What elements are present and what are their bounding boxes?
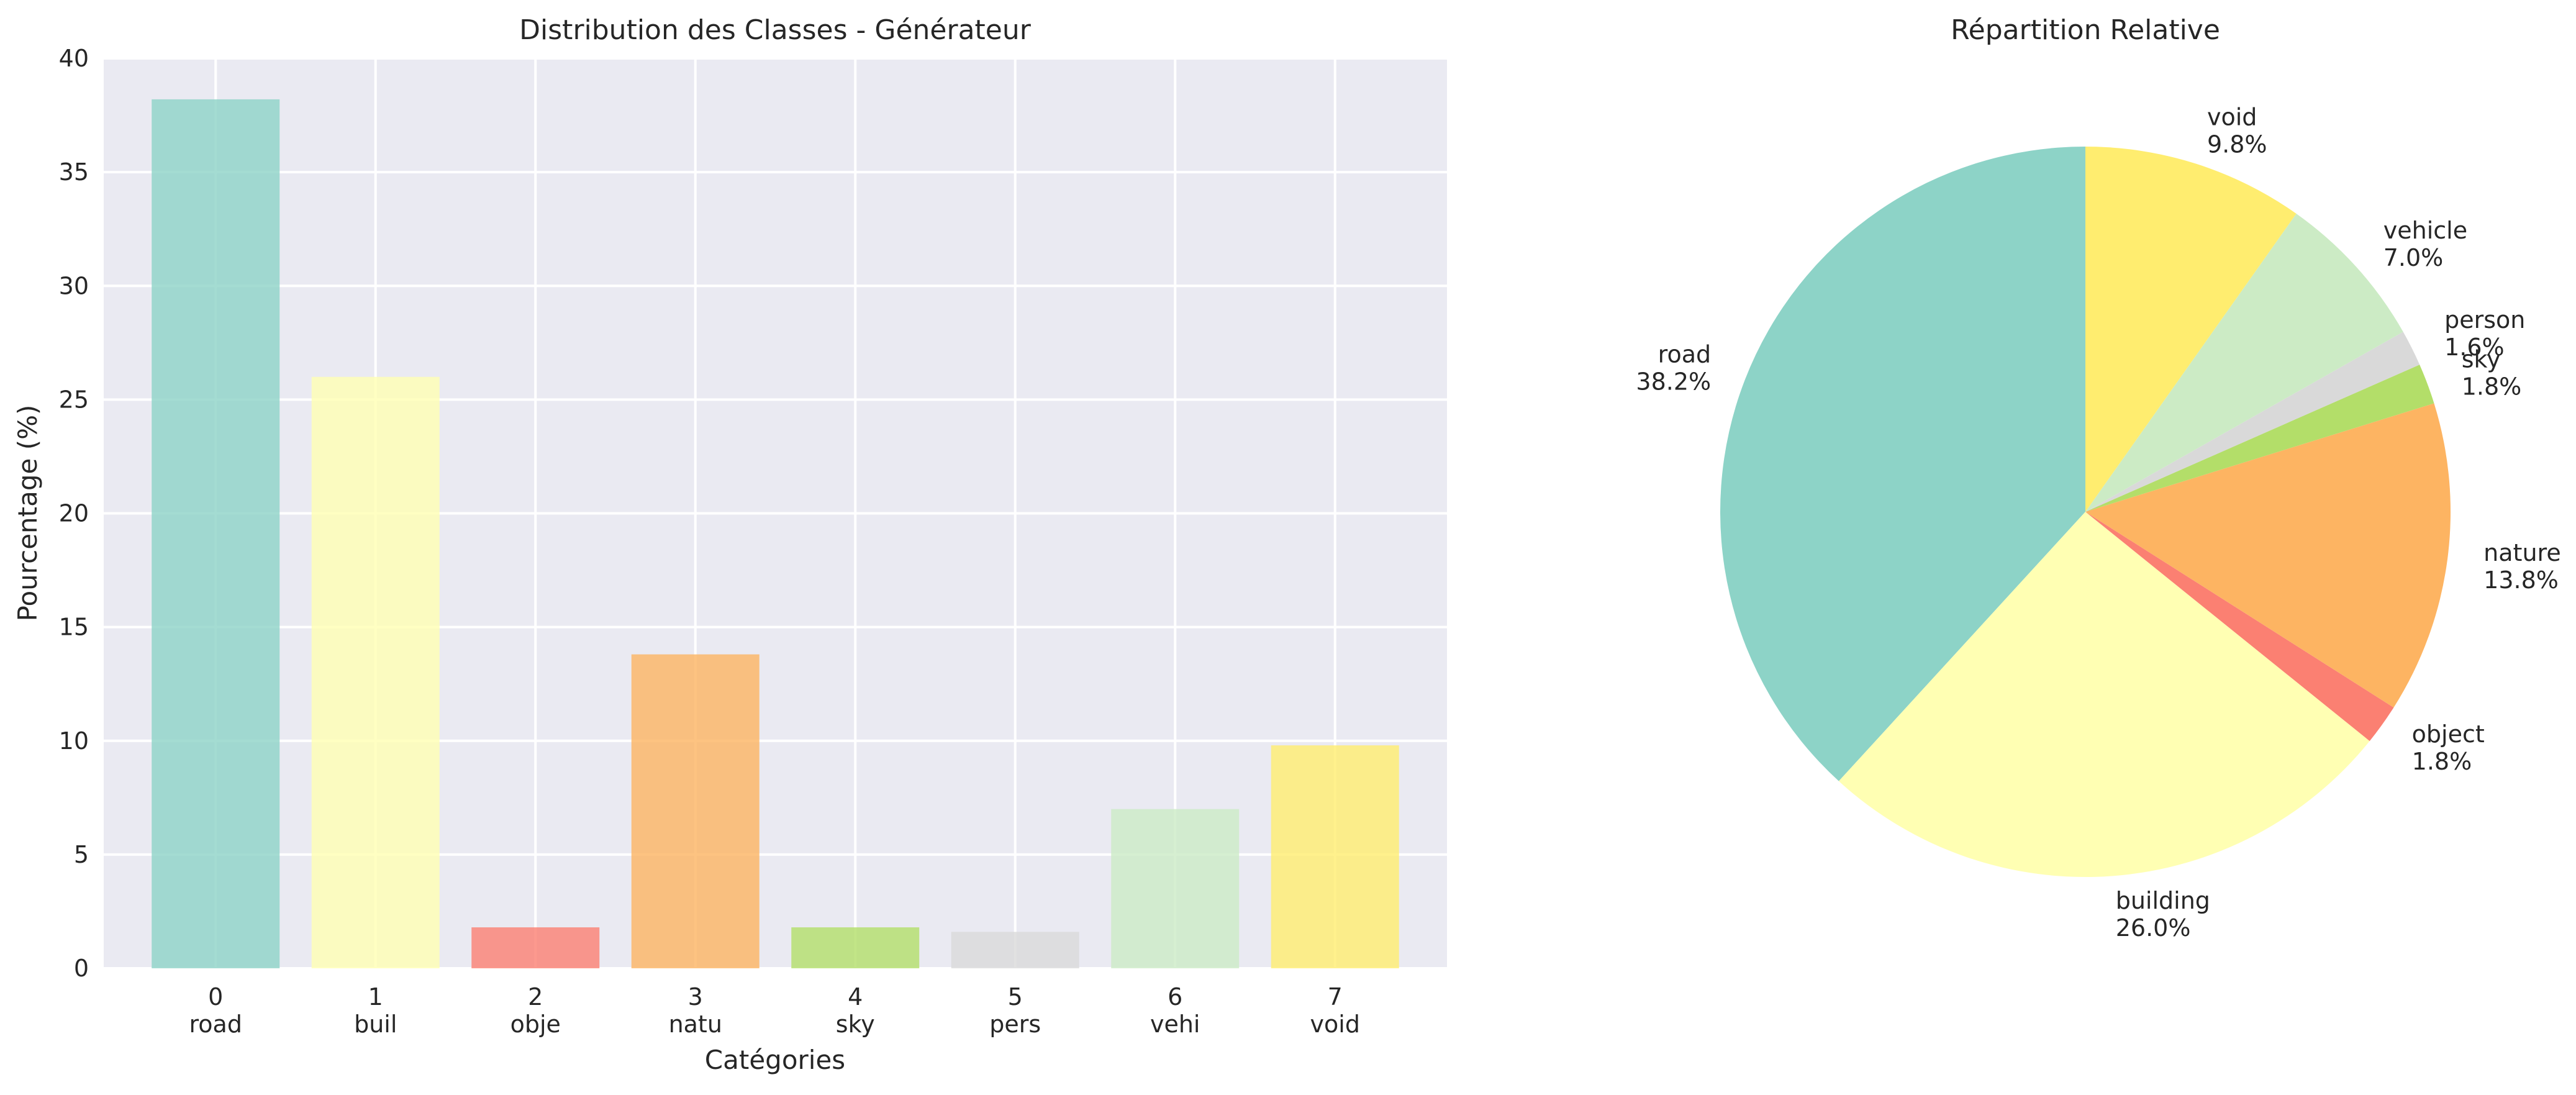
bar-x-tick-index: 2 <box>528 983 543 1011</box>
bar-x-axis-label: Catégories <box>705 1045 845 1075</box>
pie-label: road 38.2% <box>1636 341 1711 396</box>
pie-label-name: vehicle <box>2383 217 2467 244</box>
pie-label-pct: 9.8% <box>2207 131 2267 158</box>
bar-y-tick-label: 15 <box>59 614 89 641</box>
pie-label-name: building <box>2116 887 2210 914</box>
bar-y-tick-label: 35 <box>59 158 89 186</box>
bar-y-tick-label: 40 <box>59 45 89 72</box>
bar-x-tick-index: 7 <box>1328 983 1343 1011</box>
bar-buil <box>311 376 440 968</box>
pie-label-pct: 1.8% <box>2462 373 2522 400</box>
pie-slice-building <box>1838 512 2370 877</box>
bar-y-tick-label: 10 <box>59 727 89 755</box>
pie-label-pct: 1.8% <box>2412 748 2472 775</box>
pie-label: person 1.6% <box>2444 306 2525 361</box>
pie-slice-vehicle <box>2085 213 2403 512</box>
bar-x-tick-name: pers <box>989 1011 1041 1038</box>
bar-chart: Distribution des Classes - Générateur 0 5… <box>12 14 1447 1075</box>
pie-slice-nature <box>2085 403 2451 708</box>
bar-x-tick-name: buil <box>354 1011 397 1038</box>
bar-x-tick-name: vehi <box>1150 1011 1200 1038</box>
pie-slice-object <box>2085 512 2394 742</box>
pie-slices <box>1720 147 2451 877</box>
pie-slice-person <box>2085 332 2420 512</box>
pie-slice-sky <box>2085 365 2434 512</box>
pie-label-name: sky <box>2462 345 2501 373</box>
bar-x-tick-name: obje <box>510 1011 561 1038</box>
bar-chart-title: Distribution des Classes - Générateur <box>519 14 1032 46</box>
bar-x-tick-index: 6 <box>1168 983 1182 1011</box>
pie-slice-road <box>1720 147 2085 781</box>
pie-chart: Répartition Relative road 38.2% building 26… <box>1636 14 2560 942</box>
bar-x-tick-name: road <box>189 1011 242 1038</box>
pie-chart-title: Répartition Relative <box>1951 14 2220 46</box>
pie-label: building 26.0% <box>2116 887 2210 942</box>
pie-label-name: nature <box>2483 539 2561 566</box>
pie-label-name: object <box>2412 720 2485 748</box>
bar-x-tick-index: 4 <box>848 983 863 1011</box>
pie-label: nature 13.8% <box>2483 539 2561 594</box>
bar-pers <box>951 932 1079 968</box>
pie-label-pct: 7.0% <box>2383 244 2444 271</box>
bar-x-tick-index: 0 <box>208 983 223 1011</box>
bar-natu <box>631 654 760 968</box>
bar-y-tick-label: 5 <box>74 841 89 868</box>
pie-label-name: void <box>2207 104 2257 131</box>
pie-label-pct: 38.2% <box>1636 368 1711 396</box>
bar-series <box>152 99 1399 968</box>
pie-label-pct: 13.8% <box>2483 566 2559 594</box>
bar-y-axis-label: Pourcentage (%) <box>12 405 43 622</box>
bar-y-tick-label: 25 <box>59 386 89 413</box>
bar-x-tick-name: sky <box>836 1011 875 1038</box>
bar-sky <box>791 927 920 968</box>
bar-x-tick-name: natu <box>669 1011 722 1038</box>
bar-x-tick-name: void <box>1310 1011 1360 1038</box>
bar-y-tick-label: 20 <box>59 500 89 527</box>
bar-obje <box>471 927 600 968</box>
bar-void <box>1271 745 1399 968</box>
pie-label-name: road <box>1658 341 1711 368</box>
bar-x-tick-index: 1 <box>368 983 383 1011</box>
pie-label-pct: 26.0% <box>2116 914 2191 942</box>
bar-x-tick-index: 5 <box>1008 983 1023 1011</box>
pie-label: sky 1.8% <box>2462 345 2522 400</box>
pie-label: void 9.8% <box>2207 104 2267 158</box>
bar-y-tick-label: 0 <box>74 955 89 982</box>
pie-labels: road 38.2%building 26.0%object 1.8%nature 13… <box>1636 104 2560 942</box>
pie-label: vehicle 7.0% <box>2383 217 2467 271</box>
bar-vehi <box>1111 809 1240 968</box>
pie-label-name: person <box>2444 306 2525 334</box>
bar-x-tick-index: 3 <box>688 983 703 1011</box>
pie-label: object 1.8% <box>2412 720 2485 775</box>
bar-road <box>152 99 280 968</box>
pie-label-pct: 1.6% <box>2444 334 2505 361</box>
pie-slice-void <box>2085 147 2297 512</box>
bar-y-tick-label: 30 <box>59 272 89 299</box>
bar-y-ticks: 0 5 10 15 20 25 30 35 40 <box>59 45 89 982</box>
